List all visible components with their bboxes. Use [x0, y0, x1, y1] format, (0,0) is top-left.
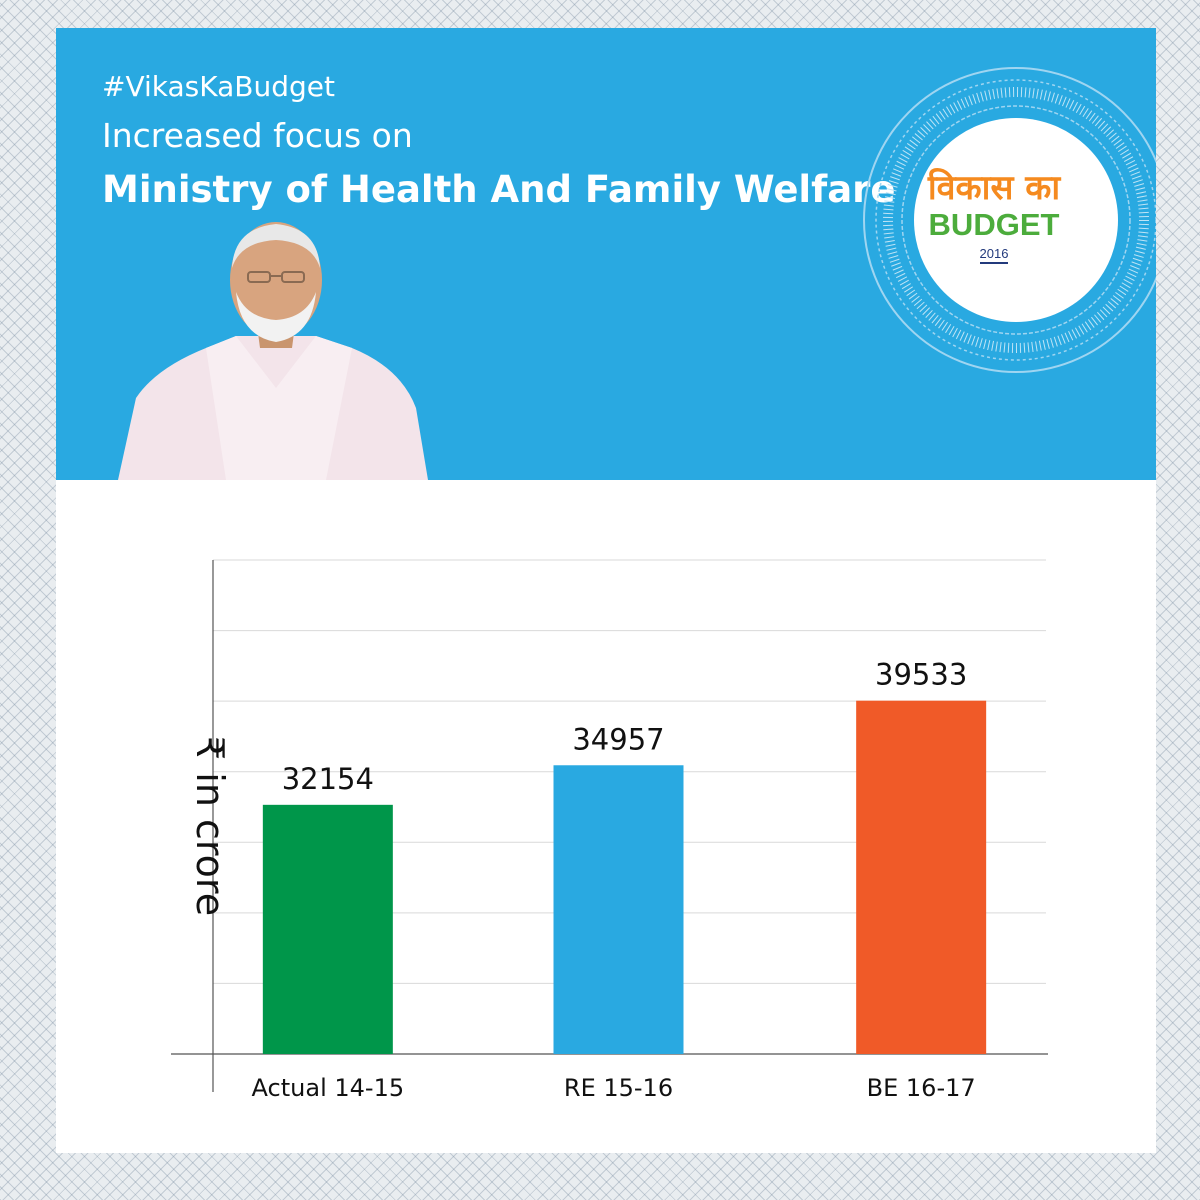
infographic-card: #VikasKaBudget Increased focus on Minist… [56, 28, 1156, 1153]
x-tick-label-2: RE 15-16 [564, 1074, 673, 1102]
bar-1 [262, 804, 393, 1054]
page-title: Ministry of Health And Family Welfare [102, 168, 896, 211]
data-label-3: 39533 [875, 658, 967, 692]
bar-3 [856, 700, 987, 1054]
subtitle: Increased focus on [102, 116, 413, 155]
data-label-2: 34957 [572, 722, 664, 756]
seal-budget-text: BUDGET [928, 207, 1060, 242]
hashtag: #VikasKaBudget [102, 70, 335, 103]
x-tick-label-3: BE 16-17 [867, 1074, 976, 1102]
x-tick-label-1: Actual 14-15 [252, 1074, 405, 1102]
y-axis-label: ₹ in crore [188, 736, 232, 917]
bar-chart: 32154 Actual 14-15 34957 RE 15-16 39533 BE 16… [171, 559, 1048, 1102]
header-banner: #VikasKaBudget Increased focus on Minist… [56, 28, 1156, 480]
portrait-image [118, 222, 428, 480]
budget-seal [863, 67, 1156, 373]
bar-2 [553, 765, 684, 1054]
seal-logo: विकास का BUDGET 2016 [904, 168, 1084, 264]
data-label-1: 32154 [282, 762, 374, 796]
seal-year: 2016 [979, 246, 1009, 264]
seal-devanagari-text: विकास का [927, 168, 1061, 208]
